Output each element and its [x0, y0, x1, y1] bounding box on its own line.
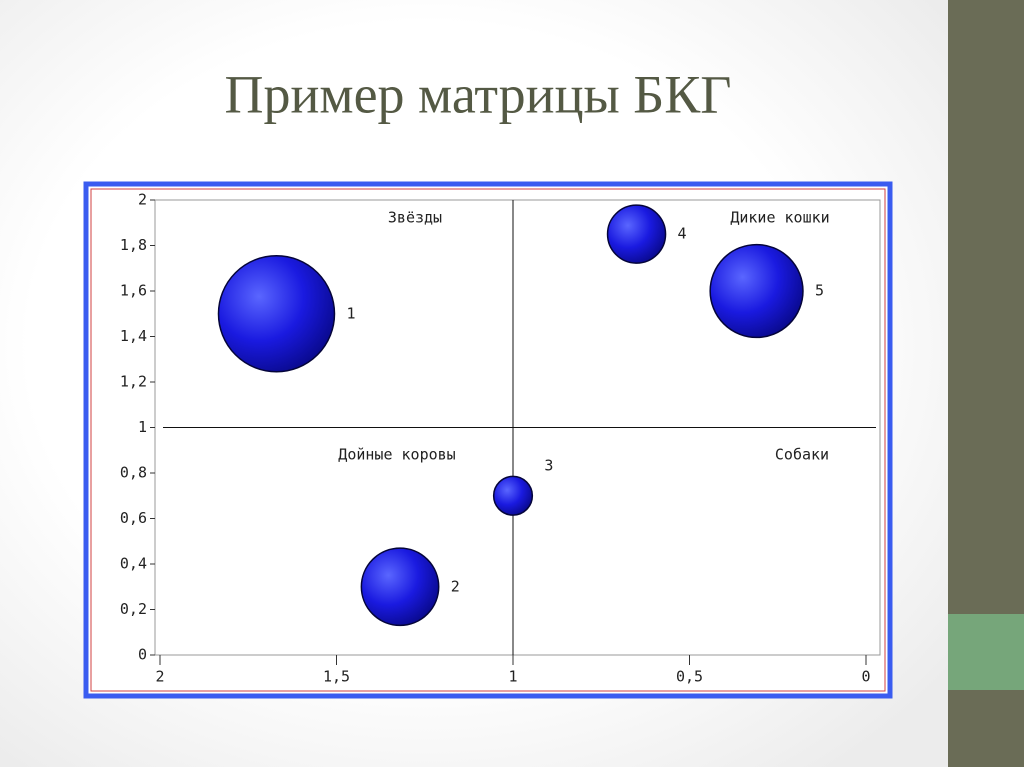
bubble: [606, 204, 667, 264]
y-tick-label: 0,2: [120, 600, 147, 618]
y-tick-label: 1,2: [120, 373, 147, 391]
y-tick-label: 1: [138, 418, 147, 436]
y-tick-label: 1,4: [120, 327, 147, 345]
chart-inner-frame: [90, 188, 886, 692]
x-tick-label: 1: [508, 668, 517, 686]
plot: 0 0,2 0,4 0,6 0,8 1 1,2 1,4 1,6 1,8 2 2 1,5 1 0,5 0 Звёз…: [120, 191, 876, 686]
quadrant-label: Собаки: [775, 446, 829, 464]
bubble: [492, 475, 534, 516]
side-accent: [948, 614, 1024, 690]
bubble-label: 5: [815, 282, 824, 300]
bubble-label: 2: [451, 577, 460, 595]
quadrant-label: Дойные коровы: [338, 446, 455, 464]
y-tick-label: 1,6: [120, 282, 147, 300]
y-tick-label: 1,8: [120, 236, 147, 254]
y-tick-label: 0: [138, 646, 147, 664]
x-tick-label: 0: [861, 668, 870, 686]
y-tick-label: 0,6: [120, 509, 147, 527]
bubble: [709, 243, 804, 339]
bubble: [360, 547, 440, 627]
y-tick-label: 2: [138, 191, 147, 209]
slide-title: Пример матрицы БКГ: [225, 64, 732, 124]
y-tick-label: 0,4: [120, 555, 147, 573]
quadrant-label: Дикие кошки: [730, 209, 829, 227]
x-tick-label: 1,5: [323, 668, 350, 686]
bubble-label: 4: [678, 225, 687, 243]
bubble-label: 1: [346, 304, 355, 322]
bubble: [217, 255, 336, 373]
x-tick-label: 0,5: [676, 668, 703, 686]
bubble-label: 3: [544, 456, 553, 474]
x-tick-label: 2: [155, 668, 164, 686]
y-tick-label: 0,8: [120, 464, 147, 482]
quadrant-label: Звёзды: [388, 209, 442, 227]
